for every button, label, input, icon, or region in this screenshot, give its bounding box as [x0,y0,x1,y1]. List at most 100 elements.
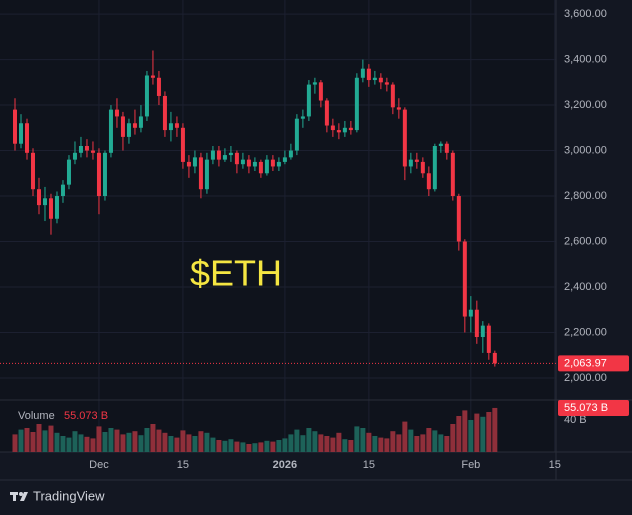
volume-bar [348,440,354,452]
candle-body [456,196,461,242]
candle-body [198,157,203,190]
last-price-tag [558,355,629,372]
candle-body [450,152,455,197]
volume-bar [402,421,408,452]
candle-body [234,152,239,165]
candle-body [252,161,257,167]
volume-bar [414,436,420,452]
candle-body [186,161,191,167]
candle-body [72,152,77,160]
candle-body [300,116,305,119]
candle-body [90,150,95,153]
volume-bar [228,439,234,452]
volume-bar [234,441,240,452]
candle-body [48,198,53,219]
volume-bar [138,435,144,452]
volume-bar [318,434,324,452]
candle-body [360,68,365,78]
last-volume-tag [558,399,629,416]
volume-bar [300,435,306,452]
candle-body [204,159,209,190]
candle-body [294,118,299,151]
candle-body [270,159,275,167]
volume-bar [432,430,438,452]
volume-value-label: 55.073 B [64,410,108,422]
candle-body [126,123,131,137]
volume-bar [384,438,390,452]
brand: TradingView [33,488,105,503]
volume-bar [258,442,264,452]
volume-bar [60,436,66,452]
y-tick-label: 3,400.00 [564,53,607,65]
candle-body [42,198,47,206]
candle-body [96,152,101,197]
candle-body [390,84,395,108]
volume-bar [438,434,444,452]
candle-body [228,152,233,156]
volume-bar [390,431,396,452]
y-tick-label: 3,600.00 [564,8,607,20]
candle-body [54,196,59,219]
volume-bar [150,424,156,452]
volume-bar [186,434,192,452]
volume-bar [144,428,150,452]
volume-bar [156,429,162,452]
y-tick-label: 3,200.00 [564,99,607,111]
candle-body [348,127,353,131]
candle-body [378,77,383,83]
volume-name: Volume [18,410,55,422]
y-tick-label: 2,200.00 [564,326,607,338]
candle-body [318,82,323,101]
y-tick-label: 2,000.00 [564,372,607,384]
volume-bar [474,413,480,452]
candle-body [444,143,449,153]
candle-body [78,145,83,153]
volume-bar [276,440,282,452]
x-tick-label: Dec [89,459,109,471]
volume-bar [450,424,456,452]
volume-bar [372,436,378,452]
candle-body [474,309,479,338]
candle-body [426,173,431,190]
volume-bar [330,437,336,452]
candle-body [480,325,485,338]
volume-bar [174,437,180,452]
candle-body [24,123,29,153]
candle-body [18,123,23,144]
volume-bar [426,428,432,452]
volume-bar [294,429,300,452]
volume-bar [270,441,276,452]
volume-bar [252,443,258,452]
candle-body [468,309,473,317]
candle-body [354,77,359,131]
volume-bar [378,437,384,452]
candle-body [324,100,329,126]
candle-body [66,159,71,185]
candle-body [336,130,341,133]
grid [0,0,556,452]
candle-body [402,109,407,167]
candle-body [108,109,113,153]
last-price-label: 2,063.97 [564,357,607,369]
volume-bar [162,432,168,452]
volume-bar [354,426,360,452]
x-tick-label: 15 [363,459,375,471]
volume-bar [240,442,246,452]
brand-logo [10,492,28,501]
candle-body [36,189,41,206]
candle-body [144,75,149,117]
volume-bar [324,436,330,452]
volume-bar [420,434,426,452]
candle-body [438,143,443,146]
candle-body [180,127,185,162]
candle-body [366,68,371,81]
volume-bar [456,416,462,452]
candle-body [312,82,317,85]
y-tick-label: 2,600.00 [564,235,607,247]
candle-body [120,116,125,137]
candle-body [492,352,497,364]
volume-bar [222,440,228,452]
volume-bar [78,434,84,452]
volume-bar [102,432,108,452]
x-tick-label: 2026 [273,459,297,471]
